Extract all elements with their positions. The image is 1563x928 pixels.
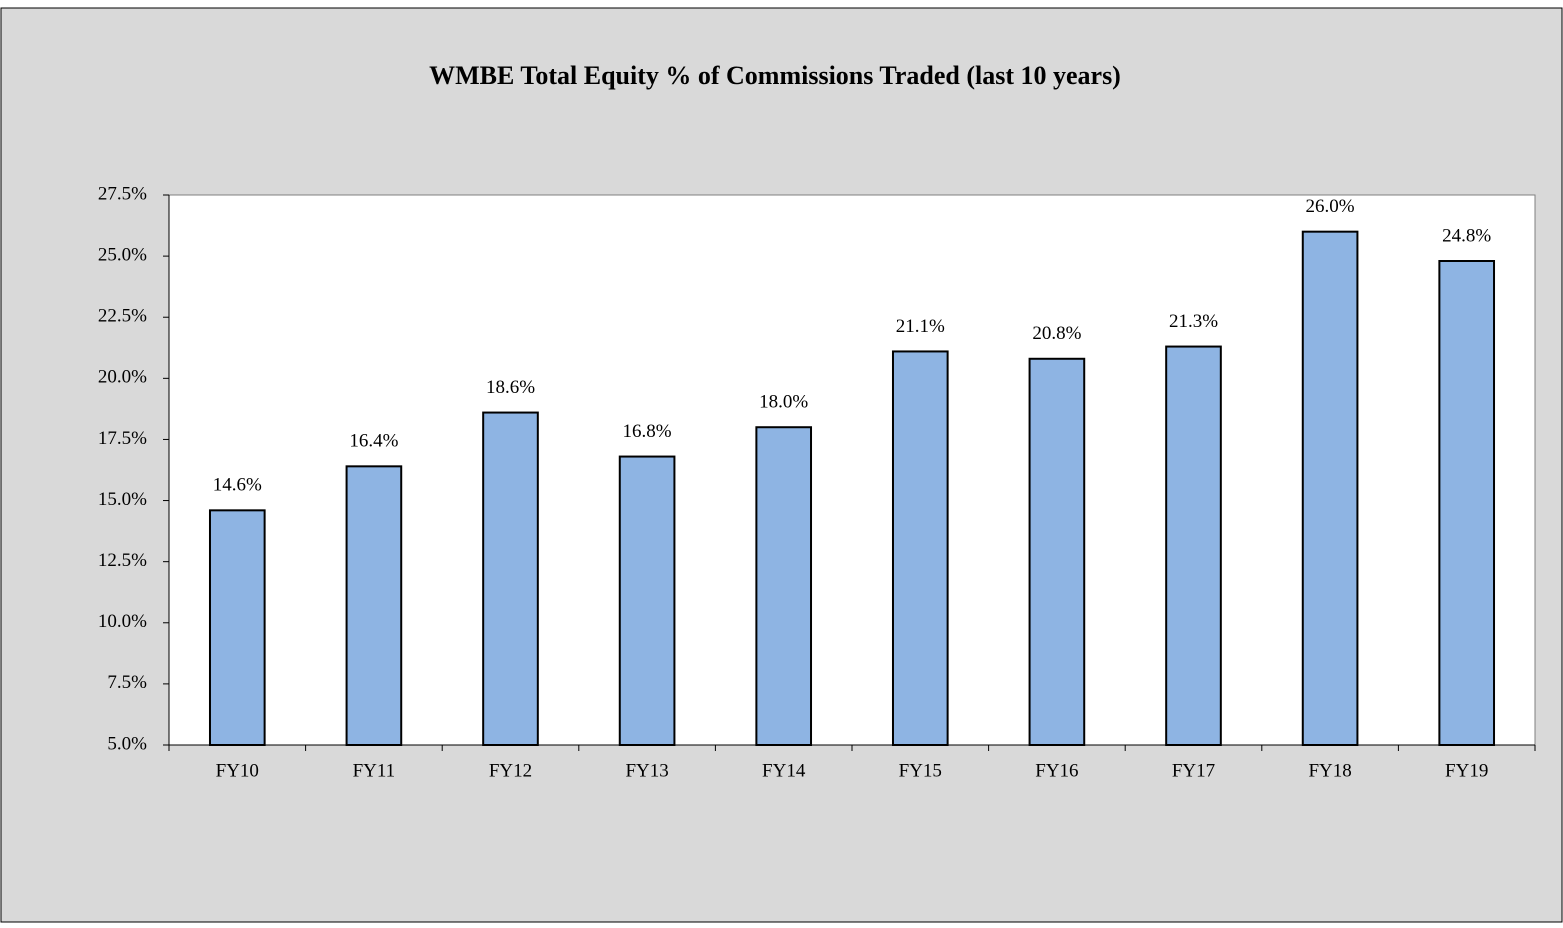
data-label: 18.0% bbox=[759, 392, 808, 413]
x-tick-label: FY18 bbox=[1308, 760, 1351, 781]
y-tick-label: 27.5% bbox=[98, 183, 147, 204]
bar bbox=[345, 465, 403, 746]
y-tick-label: 25.0% bbox=[98, 244, 147, 265]
bar bbox=[482, 411, 539, 746]
data-label: 14.6% bbox=[213, 475, 262, 496]
y-tick-label: 17.5% bbox=[98, 428, 147, 449]
chart-title: WMBE Total Equity % of Commissions Trade… bbox=[429, 61, 1121, 90]
x-tick-label: FY11 bbox=[353, 760, 396, 781]
data-label: 21.3% bbox=[1169, 311, 1218, 332]
data-label: 16.4% bbox=[349, 431, 398, 452]
y-tick-label: 20.0% bbox=[98, 367, 147, 388]
x-tick-label: FY10 bbox=[216, 760, 259, 781]
x-tick-label: FY17 bbox=[1172, 760, 1215, 781]
bar bbox=[1165, 345, 1222, 746]
bar bbox=[1028, 357, 1086, 746]
data-label: 20.8% bbox=[1032, 323, 1081, 344]
data-label: 24.8% bbox=[1442, 225, 1491, 246]
y-tick-label: 7.5% bbox=[107, 672, 147, 693]
x-tick-label: FY19 bbox=[1445, 760, 1488, 781]
y-tick-label: 5.0% bbox=[107, 733, 147, 754]
x-tick-label: FY14 bbox=[762, 760, 806, 781]
y-tick-label: 12.5% bbox=[98, 550, 147, 571]
x-tick-label: FY15 bbox=[899, 760, 942, 781]
y-tick-label: 15.0% bbox=[98, 489, 147, 510]
bar bbox=[208, 509, 266, 747]
bar bbox=[1301, 230, 1359, 746]
data-label: 16.8% bbox=[623, 421, 672, 442]
y-tick-label: 10.0% bbox=[98, 611, 147, 632]
data-label: 26.0% bbox=[1306, 196, 1355, 217]
bar bbox=[891, 350, 949, 746]
x-tick-label: FY13 bbox=[625, 760, 668, 781]
data-label: 18.6% bbox=[486, 377, 535, 398]
bar bbox=[1438, 260, 1496, 746]
data-label: 21.1% bbox=[896, 316, 945, 337]
x-tick-label: FY16 bbox=[1035, 760, 1078, 781]
x-tick-label: FY12 bbox=[489, 760, 532, 781]
bar bbox=[755, 426, 813, 746]
bar bbox=[618, 455, 676, 746]
y-tick-label: 22.5% bbox=[98, 306, 147, 327]
